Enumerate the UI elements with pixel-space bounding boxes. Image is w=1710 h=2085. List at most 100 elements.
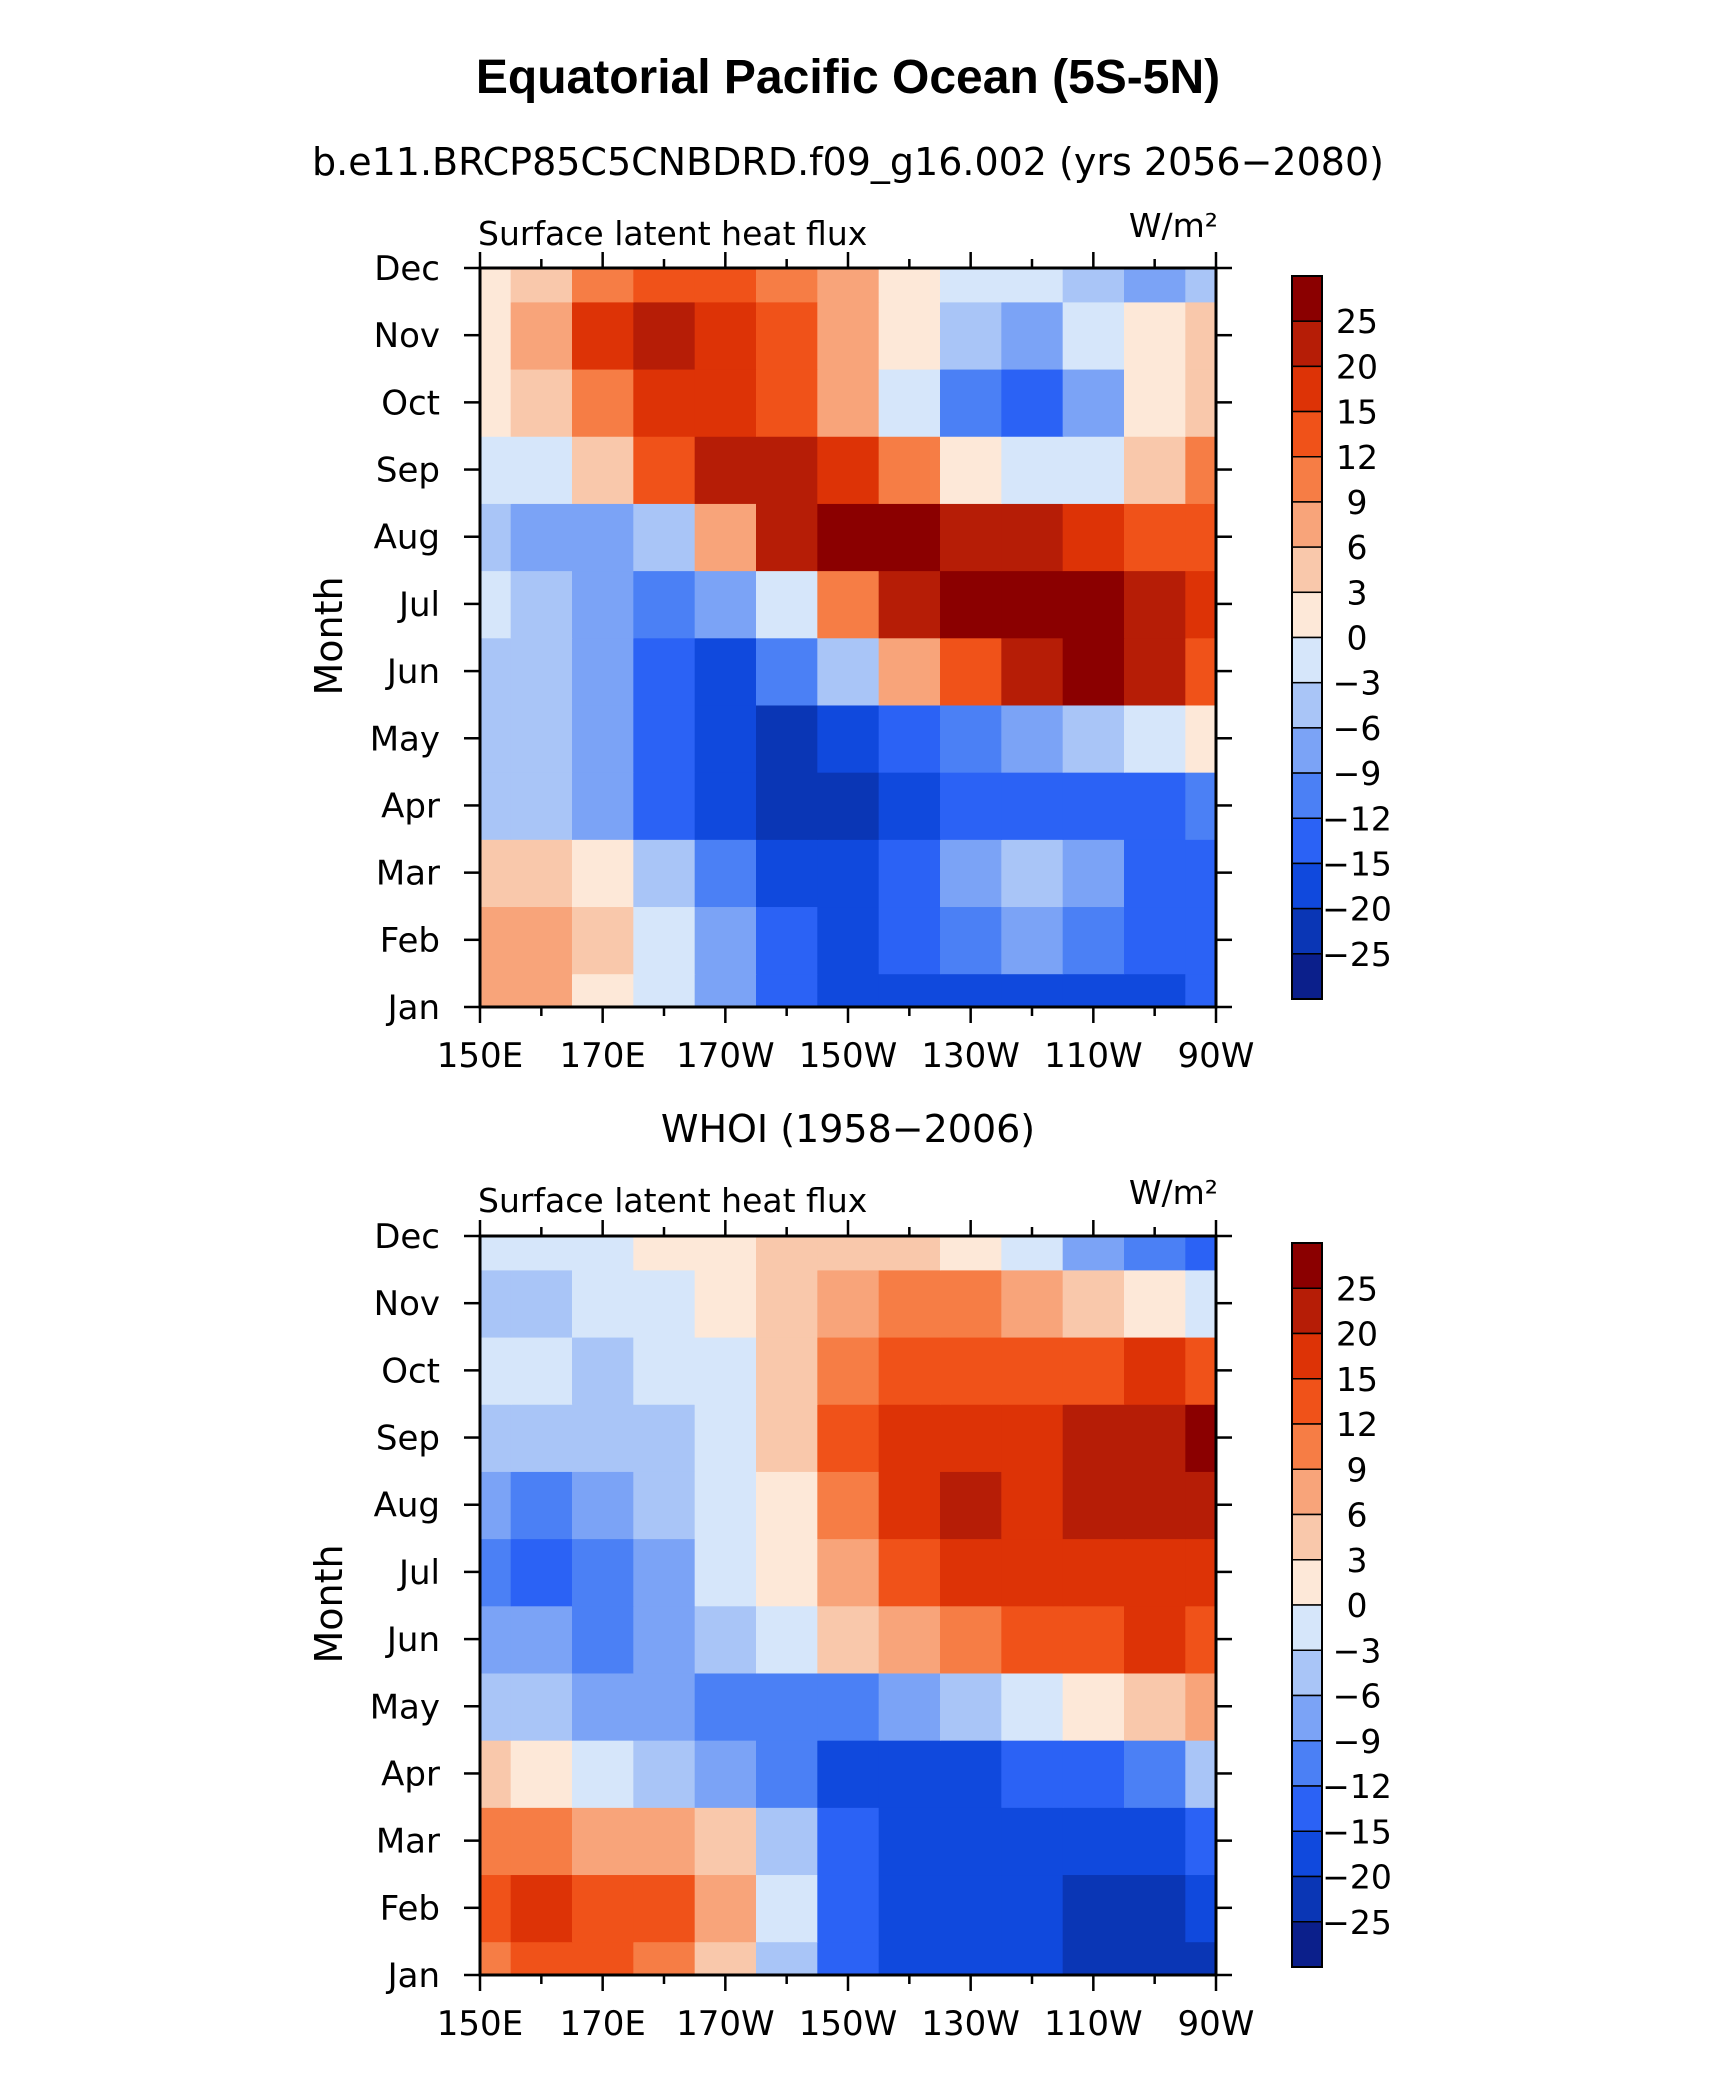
x-tick-label: 170E — [559, 1036, 645, 1076]
heatmap-cell — [510, 704, 573, 773]
heatmap-cell — [756, 906, 819, 975]
heatmap-cell — [694, 704, 757, 773]
heatmap-cell — [940, 503, 1003, 572]
heatmap-cell — [1185, 1403, 1216, 1472]
heatmap-cell — [1124, 906, 1187, 975]
y-tick-label: Mar — [376, 854, 440, 894]
heatmap-cell — [1185, 839, 1216, 908]
heatmap-cell — [480, 839, 512, 908]
panel-1-contour-field — [480, 268, 1216, 1007]
colorbar-box — [1291, 772, 1323, 819]
heatmap-cell — [694, 1336, 757, 1405]
y-tick-label: Sep — [376, 451, 440, 491]
heatmap-cell — [694, 973, 757, 1007]
heatmap-cell — [817, 1672, 880, 1741]
x-tick-label: 150E — [437, 2004, 523, 2044]
colorbar-box — [1291, 862, 1323, 910]
heatmap-cell — [633, 1236, 696, 1271]
heatmap-cell — [1185, 637, 1216, 706]
heatmap-cell — [1185, 973, 1216, 1007]
heatmap-cell — [1124, 1874, 1187, 1943]
heatmap-cell — [1062, 973, 1125, 1007]
x-tick-label: 90W — [1178, 2004, 1255, 2044]
heatmap-cell — [694, 1471, 757, 1540]
heatmap-cell — [940, 1269, 1003, 1338]
heatmap-cell — [480, 906, 512, 975]
heatmap-cell — [878, 503, 941, 572]
heatmap-cell — [1062, 1739, 1125, 1808]
colorbar-label: −25 — [1322, 935, 1392, 974]
y-tick-label: May — [370, 1687, 440, 1727]
colorbar-label: −15 — [1322, 1812, 1392, 1851]
y-tick-label: Dec — [374, 1217, 440, 1257]
y-tick-label: Feb — [380, 921, 440, 961]
heatmap-cell — [878, 368, 941, 437]
heatmap-cell — [756, 1236, 819, 1271]
heatmap-cell — [756, 301, 819, 370]
colorbar-frame — [1291, 1242, 1323, 1968]
y-tick-label: May — [370, 719, 440, 759]
heatmap-cell — [817, 1403, 880, 1472]
heatmap-cell — [756, 570, 819, 639]
y-tick-label: Jan — [386, 1956, 440, 1996]
heatmap-cell — [1185, 503, 1216, 572]
heatmap-cell — [1001, 839, 1064, 908]
colorbar-label: −12 — [1322, 799, 1392, 838]
heatmap-cell — [817, 1941, 880, 1975]
heatmap-cell — [817, 1236, 880, 1271]
heatmap-cell — [572, 1336, 635, 1405]
heatmap-cell — [756, 268, 819, 303]
heatmap-cell — [633, 704, 696, 773]
colorbar-box — [1291, 1468, 1323, 1516]
heatmap-cell — [694, 1874, 757, 1943]
heatmap-cell — [878, 1941, 941, 1975]
heatmap-cell — [480, 1336, 512, 1405]
panel-2-y-axis-title: Month — [307, 1544, 351, 1663]
heatmap-cell — [480, 1403, 512, 1472]
heatmap-cell — [878, 1739, 941, 1808]
colorbar-label: −15 — [1322, 844, 1392, 883]
heatmap-cell — [572, 1605, 635, 1674]
heatmap-cell — [480, 1605, 512, 1674]
colorbar-box — [1291, 546, 1323, 594]
x-tick-label: 110W — [1044, 2004, 1143, 2044]
heatmap-cell — [817, 570, 880, 639]
y-tick-label: Nov — [374, 1284, 440, 1324]
heatmap-cell — [480, 1471, 512, 1540]
y-tick-label: Aug — [374, 518, 440, 558]
heatmap-cell — [1062, 1941, 1125, 1975]
heatmap-cell — [756, 1672, 819, 1741]
y-tick-label: Mar — [376, 1822, 440, 1862]
heatmap-cell — [1062, 839, 1125, 908]
heatmap-cell — [756, 1874, 819, 1943]
colorbar-label: −9 — [1333, 754, 1382, 793]
heatmap-cell — [694, 435, 757, 504]
heatmap-cell — [1185, 301, 1216, 370]
heatmap-cell — [940, 1403, 1003, 1472]
heatmap-cell — [940, 1605, 1003, 1674]
heatmap-cell — [817, 1538, 880, 1607]
colorbar-box — [1291, 1830, 1323, 1878]
heatmap-cell — [1185, 1941, 1216, 1975]
y-tick-label: Jan — [386, 988, 440, 1028]
x-tick-label: 130W — [921, 1036, 1020, 1076]
colorbar-box — [1291, 456, 1323, 503]
x-tick-label: 150W — [799, 2004, 898, 2044]
heatmap-cell — [694, 1538, 757, 1607]
heatmap-cell — [1185, 1538, 1216, 1607]
heatmap-cell — [572, 973, 635, 1007]
heatmap-cell — [817, 637, 880, 706]
heatmap-cell — [817, 973, 880, 1007]
y-tick-label: Aug — [374, 1486, 440, 1526]
heatmap-cell — [756, 839, 819, 908]
heatmap-cell — [756, 637, 819, 706]
heatmap-cell — [510, 906, 573, 975]
heatmap-cell — [510, 368, 573, 437]
heatmap-cell — [510, 268, 573, 303]
heatmap-cell — [878, 1874, 941, 1943]
heatmap-cell — [572, 1807, 635, 1876]
heatmap-cell — [940, 268, 1003, 303]
colorbar-box — [1291, 1875, 1323, 1923]
heatmap-cell — [510, 1874, 573, 1943]
colorbar-label: −20 — [1322, 1858, 1392, 1897]
